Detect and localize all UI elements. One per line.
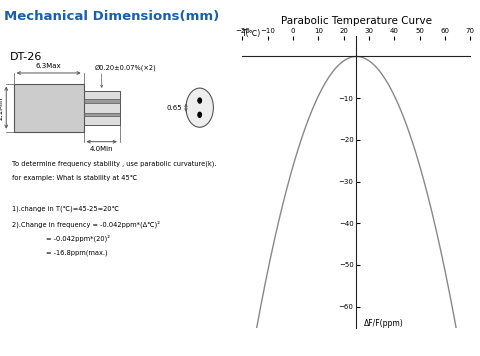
Circle shape bbox=[198, 98, 202, 103]
Bar bbox=[84, 91, 120, 125]
Text: 1).change in T(℃)=45-25=20℃: 1).change in T(℃)=45-25=20℃ bbox=[12, 205, 120, 211]
Text: Ø0.20±0.07%(×2): Ø0.20±0.07%(×2) bbox=[95, 64, 156, 71]
Bar bbox=[14, 84, 84, 132]
Bar bbox=[84, 112, 120, 116]
Text: ΔF/F(ppm): ΔF/F(ppm) bbox=[364, 319, 404, 328]
Text: = -16.8ppm(max.): = -16.8ppm(max.) bbox=[12, 250, 108, 256]
Bar bbox=[84, 99, 120, 103]
Text: T(℃): T(℃) bbox=[242, 29, 262, 38]
Circle shape bbox=[186, 88, 214, 127]
Text: 4.0Min: 4.0Min bbox=[90, 146, 114, 152]
Text: 6.3Max: 6.3Max bbox=[36, 63, 61, 69]
Text: for example: What is stability at 45℃: for example: What is stability at 45℃ bbox=[12, 175, 138, 181]
Text: Mechanical Dimensions(mm): Mechanical Dimensions(mm) bbox=[4, 10, 219, 23]
Text: To determine frequency stability , use parabolic curvature(k).: To determine frequency stability , use p… bbox=[12, 160, 217, 167]
Text: DT-26: DT-26 bbox=[10, 52, 42, 62]
Text: = -0.042ppm*(20)²: = -0.042ppm*(20)² bbox=[12, 235, 110, 242]
Text: 2.1Min: 2.1Min bbox=[0, 96, 3, 120]
Title: Parabolic Temperature Curve: Parabolic Temperature Curve bbox=[281, 16, 432, 26]
Text: 2).Change in frequency = -0.042ppm*(Δ℃)²: 2).Change in frequency = -0.042ppm*(Δ℃)² bbox=[12, 220, 160, 227]
Text: 0.65: 0.65 bbox=[167, 105, 182, 111]
Circle shape bbox=[198, 112, 202, 117]
